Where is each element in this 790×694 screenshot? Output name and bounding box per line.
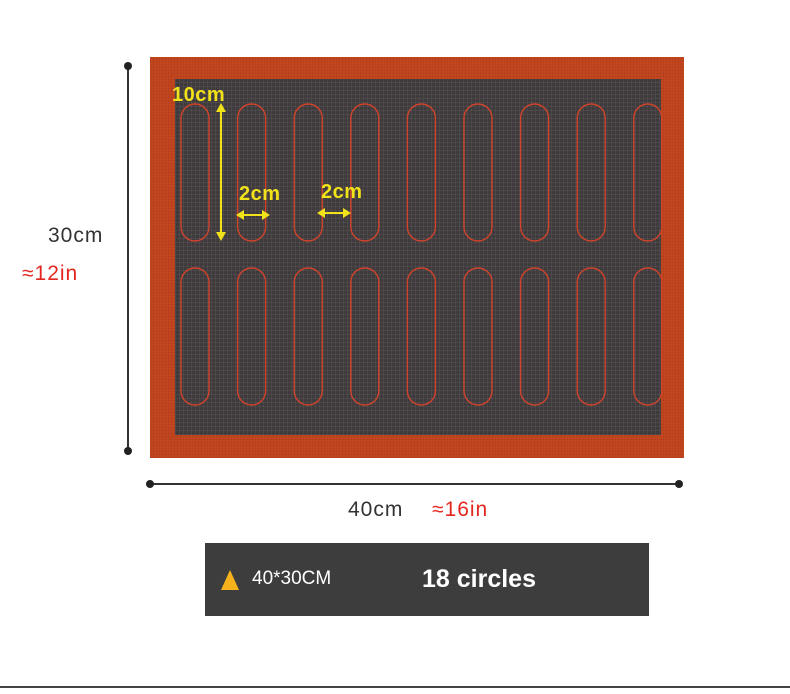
- length-annotation-arrow: [216, 103, 226, 241]
- gap-annotation-arrow-2: [317, 208, 351, 218]
- bottom-divider: [0, 686, 790, 688]
- width-dimension-line: [150, 483, 680, 485]
- mat-outline-pill: [519, 267, 550, 406]
- mat-outline-pill: [350, 267, 380, 406]
- height-in-label: ≈12in: [22, 262, 79, 285]
- mat-outline-pill: [350, 103, 380, 242]
- height-dimension-top-dot: [124, 62, 132, 70]
- height-dimension-line: [127, 66, 129, 452]
- mat-outline-pill: [406, 103, 437, 242]
- mat-outline-pill: [633, 267, 663, 406]
- mat-outline-pill: [293, 103, 323, 242]
- triangle-icon: [221, 570, 239, 590]
- mat-outline-pill: [576, 103, 606, 242]
- mat-outline-pill: [463, 103, 493, 242]
- mat-outline-pill: [236, 267, 267, 406]
- mat-outline-pill: [519, 103, 550, 242]
- mat-mesh-surface: [175, 79, 661, 435]
- mat-outline-pill: [576, 267, 606, 406]
- mat-outline-pill: [180, 103, 210, 242]
- width-in-label: ≈16in: [432, 498, 489, 521]
- gap-annotation-arrow-1: [236, 210, 270, 220]
- mat-outline-pill: [463, 267, 493, 406]
- mat-outline-pill: [236, 103, 267, 242]
- mat-outline-pill: [293, 267, 323, 406]
- height-dimension-bottom-dot: [124, 447, 132, 455]
- mat-outline-pill: [406, 267, 437, 406]
- gap-annotation-label-1: 2cm: [239, 183, 281, 205]
- count-text: 18 circles: [422, 565, 536, 593]
- mat-outline-pill: [180, 267, 210, 406]
- width-dimension-right-dot: [675, 480, 683, 488]
- size-text: 40*30CM: [252, 568, 332, 589]
- width-cm-label: 40cm: [348, 498, 404, 521]
- mat-outline-pill: [633, 103, 663, 242]
- width-dimension-left-dot: [146, 480, 154, 488]
- length-annotation-label: 10cm: [172, 84, 226, 106]
- gap-annotation-label-2: 2cm: [321, 181, 363, 203]
- height-cm-label: 30cm: [48, 224, 104, 247]
- info-bar: [205, 543, 649, 616]
